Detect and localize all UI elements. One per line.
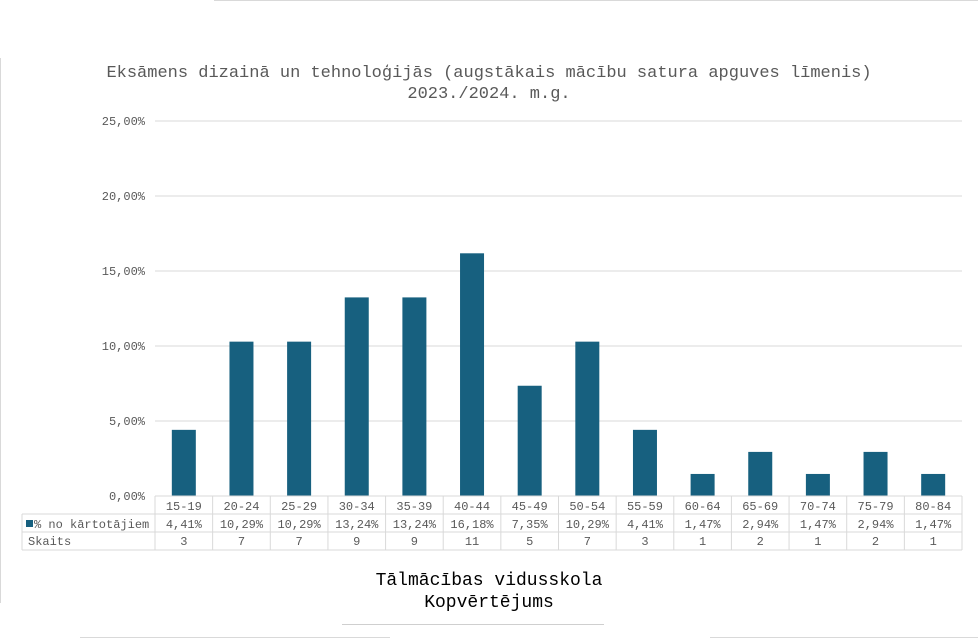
data-label: 16,18% xyxy=(450,518,494,532)
bar xyxy=(805,473,830,496)
bar xyxy=(921,473,946,496)
table-cell: 3 xyxy=(641,535,648,549)
data-label: 4,41% xyxy=(166,518,203,532)
data-label: 1,47% xyxy=(915,518,952,532)
x-tick-label: 45-49 xyxy=(512,500,548,514)
y-tick-label: 0,00% xyxy=(109,490,146,504)
data-label: 13,24% xyxy=(393,518,437,532)
bar xyxy=(575,341,600,496)
x-tick-label: 65-69 xyxy=(742,500,778,514)
y-tick-label: 10,00% xyxy=(102,340,146,354)
data-label: 7,35% xyxy=(512,518,549,532)
x-tick-label: 20-24 xyxy=(223,500,259,514)
table-cell: 2 xyxy=(757,535,764,549)
data-label: 2,94% xyxy=(858,518,895,532)
y-tick-label: 5,00% xyxy=(109,415,146,429)
x-tick-label: 35-39 xyxy=(396,500,432,514)
bar xyxy=(402,297,427,496)
table-cell: 5 xyxy=(526,535,533,549)
frame-bottom-border xyxy=(80,637,390,638)
footer-school-name: Tālmācības vidusskola xyxy=(375,571,603,591)
table-row-label: Skaits xyxy=(28,535,71,549)
data-label: 1,47% xyxy=(685,518,722,532)
footer-underline xyxy=(342,624,604,625)
x-tick-label: 55-59 xyxy=(627,500,663,514)
bar xyxy=(460,253,485,496)
table-cell: 11 xyxy=(465,535,479,549)
table-cell: 7 xyxy=(238,535,245,549)
bar xyxy=(287,341,312,496)
data-label: 10,29% xyxy=(220,518,264,532)
table-cell: 3 xyxy=(180,535,187,549)
table-cell: 7 xyxy=(584,535,591,549)
y-tick-label: 20,00% xyxy=(102,190,146,204)
y-tick-label: 15,00% xyxy=(102,265,146,279)
table-cell: 1 xyxy=(814,535,821,549)
bar xyxy=(344,297,369,496)
x-tick-label: 25-29 xyxy=(281,500,317,514)
legend-swatch xyxy=(26,520,33,527)
table-cell: 9 xyxy=(411,535,418,549)
x-tick-label: 50-54 xyxy=(569,500,605,514)
bar xyxy=(632,429,657,496)
table-cell: 1 xyxy=(699,535,706,549)
bar xyxy=(690,473,715,496)
frame-bottom-border-right xyxy=(710,637,978,638)
data-label: 4,41% xyxy=(627,518,664,532)
chart-title: Eksāmens dizainā un tehnoloģijās (augstā… xyxy=(106,64,872,104)
x-tick-label: 30-34 xyxy=(339,500,375,514)
table-cell: 1 xyxy=(930,535,937,549)
bar xyxy=(229,341,254,496)
frame-left-border xyxy=(0,58,1,603)
x-tick-label: 60-64 xyxy=(685,500,721,514)
bar xyxy=(748,451,773,496)
x-tick-label: 70-74 xyxy=(800,500,836,514)
footer-summary-label: Kopvērtējums xyxy=(424,593,554,613)
table-cell: 7 xyxy=(296,535,303,549)
bar xyxy=(863,451,888,496)
table-cell: 2 xyxy=(872,535,879,549)
x-tick-label: 75-79 xyxy=(858,500,894,514)
bar xyxy=(517,385,542,496)
data-label: 2,94% xyxy=(742,518,779,532)
x-tick-label: 40-44 xyxy=(454,500,490,514)
data-label: 13,24% xyxy=(335,518,379,532)
y-tick-label: 25,00% xyxy=(102,115,146,129)
table-cell: 9 xyxy=(353,535,360,549)
bar xyxy=(171,429,196,496)
x-tick-label: 80-84 xyxy=(915,500,951,514)
data-label: 10,29% xyxy=(566,518,610,532)
chart-area: 0,00% 5,00% 10,00% 15,00% 20,00% 25,00% 15-19 2… xyxy=(21,115,963,551)
frame-top-border xyxy=(214,0,978,1)
data-label: 1,47% xyxy=(800,518,837,532)
legend-label: % no kārtotājiem xyxy=(34,518,149,532)
x-tick-label: 15-19 xyxy=(166,500,202,514)
data-label: 10,29% xyxy=(277,518,321,532)
